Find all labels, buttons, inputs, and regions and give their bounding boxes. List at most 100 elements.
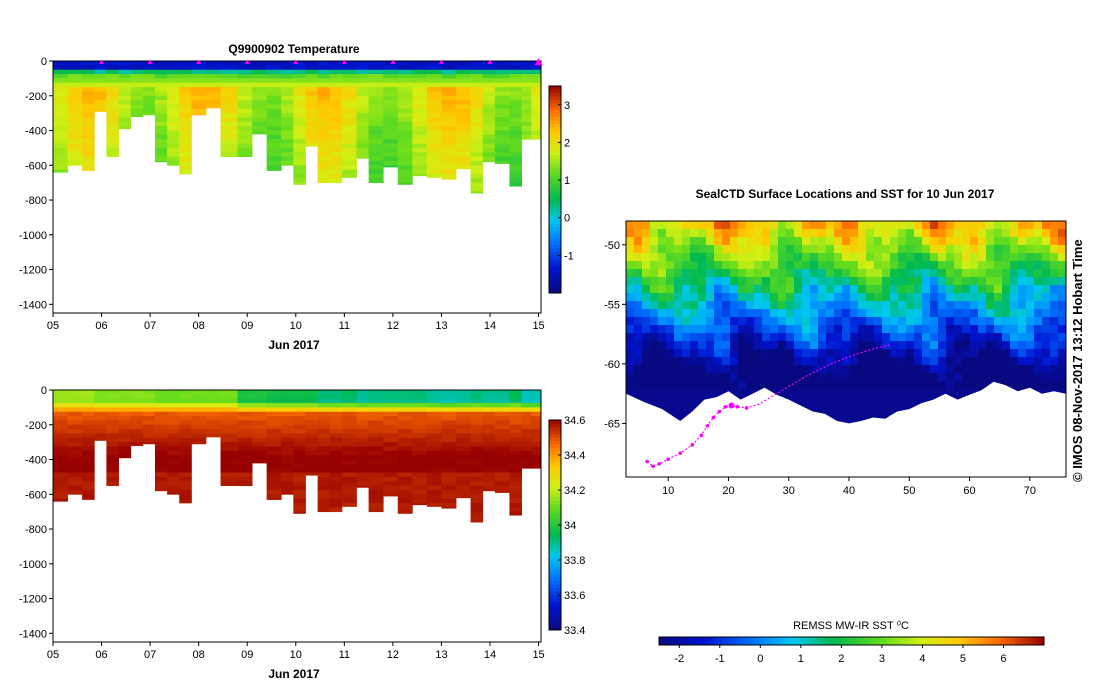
sst-cell	[650, 285, 659, 294]
salinity-cell	[397, 472, 413, 478]
sst-cell	[890, 365, 899, 374]
seal-location	[705, 424, 710, 428]
salinity-cell	[154, 472, 168, 478]
salinity-cell	[293, 472, 306, 478]
sst-cell	[986, 285, 995, 294]
sst-cell	[786, 245, 795, 254]
sst-cell	[906, 333, 915, 342]
salinity-cell	[82, 437, 95, 443]
sst-cell	[1010, 309, 1019, 318]
temperature-cell	[341, 100, 357, 105]
sst-cell	[802, 261, 811, 270]
salinity-cell	[53, 433, 68, 439]
temperature-cell	[191, 95, 207, 101]
temperature-cell	[53, 143, 68, 149]
sst-cell	[666, 397, 675, 406]
salinity-cell	[53, 394, 68, 400]
temperature-cell	[220, 87, 238, 92]
salinity-cell	[470, 390, 484, 395]
salinity-colorbar-step	[549, 437, 561, 442]
sst-cell	[650, 269, 659, 278]
sst-cell	[762, 253, 771, 262]
sst-cell	[754, 301, 763, 310]
sst-cell	[666, 229, 675, 238]
sst-cell	[730, 349, 739, 358]
map-xtick-label: 20	[722, 485, 734, 497]
sst-cell	[1010, 293, 1019, 302]
salinity-cell	[293, 398, 306, 404]
temperature-cell	[154, 160, 168, 163]
sst-cell	[962, 381, 971, 390]
sst-cell	[994, 261, 1003, 270]
sst-cell	[794, 269, 803, 278]
temperature-cell	[456, 165, 471, 170]
temperature-cell	[531, 69, 542, 75]
temperature-cell	[317, 169, 331, 175]
sst-cell	[1042, 293, 1051, 302]
temperature-cell	[368, 160, 384, 166]
sst-cell	[930, 221, 939, 230]
temperature-cell	[106, 143, 119, 149]
sst-cell	[994, 309, 1003, 318]
salinity-cell	[281, 424, 294, 430]
sst-cell	[1042, 269, 1051, 278]
salinity-cell	[179, 468, 192, 473]
salinity-cell	[94, 390, 107, 395]
temperature-cell	[397, 108, 413, 114]
sst-cell	[682, 245, 691, 254]
salinity-cell	[383, 416, 399, 421]
salinity-colorbar-step	[549, 511, 561, 515]
sst-cell	[850, 253, 859, 262]
salinity-cell	[456, 489, 471, 495]
sst-cell	[898, 405, 907, 414]
sst-cell	[738, 261, 747, 270]
sst-cell	[1026, 261, 1035, 270]
salinity-cell	[82, 476, 95, 482]
salinity-cell	[383, 398, 399, 404]
salinity-cell	[397, 407, 413, 413]
sst-cell	[802, 293, 811, 302]
temperature-cell	[368, 134, 384, 140]
temperature-cell	[470, 165, 484, 171]
temperature-cell	[426, 143, 442, 149]
sst-cell	[882, 357, 891, 366]
temperature-cell	[67, 95, 83, 101]
sst-cell	[666, 381, 675, 390]
salinity-xtick-label: 10	[290, 649, 302, 661]
sst-cell	[978, 341, 987, 350]
sst-cell	[634, 277, 643, 286]
sst-cell	[642, 317, 651, 326]
temperature-cell	[412, 126, 428, 131]
temperature-colorbar-step	[549, 141, 561, 146]
salinity-cell	[252, 429, 268, 434]
temperature-cell	[305, 61, 319, 66]
map-xtick-label: 40	[843, 485, 855, 497]
salinity-cell	[509, 468, 522, 473]
temperature-cell	[281, 74, 294, 79]
temperature-cell	[426, 113, 442, 118]
salinity-cell	[266, 489, 282, 495]
salinity-cell	[329, 416, 343, 421]
sst-cell	[906, 253, 915, 262]
sst-cell	[866, 317, 875, 326]
sst-cell	[986, 341, 995, 350]
sst-cell	[946, 237, 955, 246]
map-xtick-label: 50	[903, 485, 915, 497]
sst-cell	[986, 237, 995, 246]
sst-cell	[682, 341, 691, 350]
salinity-cell	[82, 468, 95, 473]
temperature-cell	[106, 117, 119, 123]
sst-cell	[938, 301, 947, 310]
sst-colorbar-step	[721, 637, 727, 645]
temperature-cell	[53, 87, 68, 92]
sst-cell	[906, 317, 915, 326]
sst-colorbar-step	[1039, 637, 1045, 645]
sst-cell	[642, 301, 651, 310]
sst-colorbar-step	[981, 637, 987, 645]
sst-cell	[818, 325, 827, 334]
temperature-cell	[470, 169, 484, 175]
sst-cell	[802, 253, 811, 262]
sst-cell	[818, 349, 827, 358]
salinity-cell	[509, 429, 522, 434]
sst-cell	[834, 261, 843, 270]
